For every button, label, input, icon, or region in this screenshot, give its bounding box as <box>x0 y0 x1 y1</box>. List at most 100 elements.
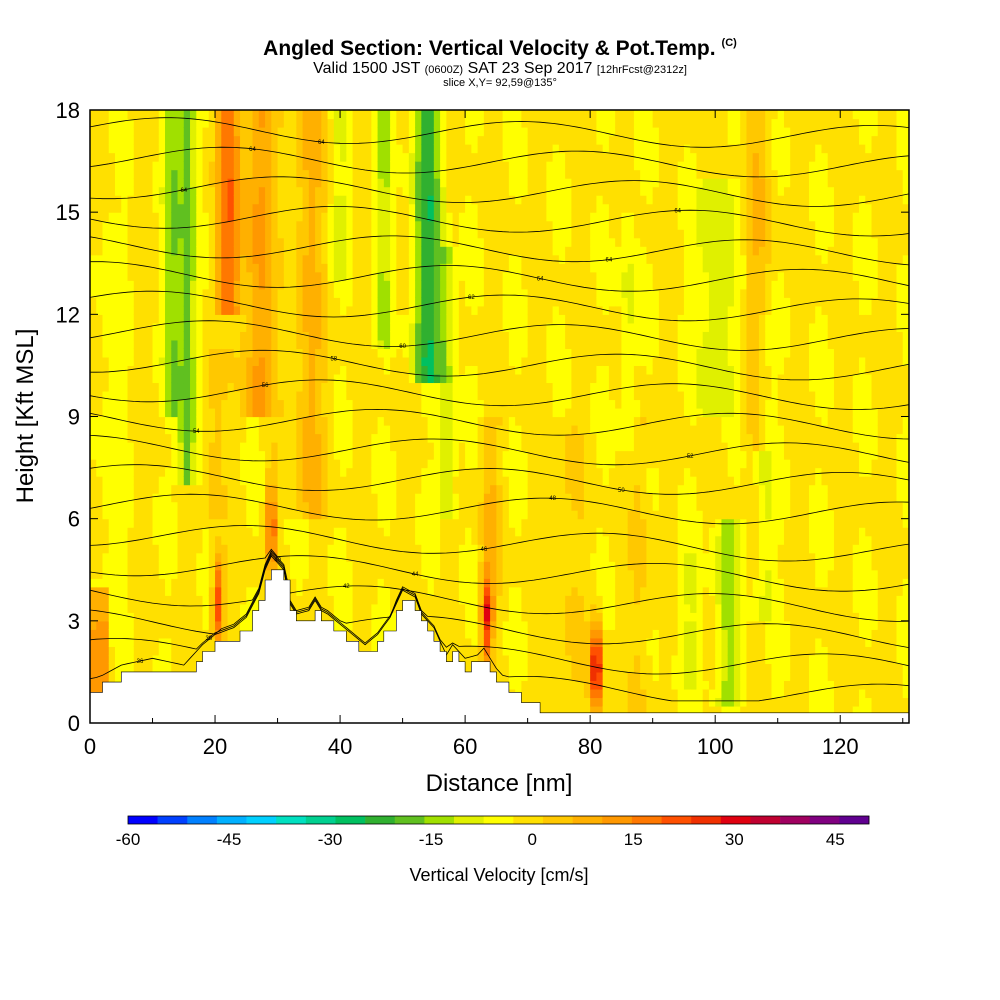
field-cell <box>277 399 285 409</box>
field-cell <box>165 161 172 171</box>
field-cell <box>396 305 404 315</box>
field-cell <box>452 229 460 239</box>
field-cell <box>102 246 110 256</box>
field-cell <box>183 237 191 247</box>
field-cell <box>315 229 322 239</box>
field-cell <box>321 305 329 315</box>
field-cell <box>140 561 147 571</box>
field-cell <box>452 535 460 545</box>
field-cell <box>233 620 241 630</box>
field-cell <box>102 442 110 452</box>
field-cell <box>515 569 522 579</box>
field-cell <box>340 569 347 579</box>
field-cell <box>365 629 372 639</box>
field-cell <box>471 178 479 188</box>
field-cell <box>183 518 191 528</box>
field-cell <box>377 280 385 290</box>
field-cell <box>408 127 416 137</box>
field-cell <box>127 212 135 222</box>
field-cell <box>215 186 222 196</box>
field-cell <box>196 476 204 486</box>
field-cell <box>496 322 504 332</box>
field-cell <box>208 544 216 554</box>
field-cell <box>521 612 529 622</box>
field-cell <box>115 450 122 460</box>
field-cell <box>465 144 472 154</box>
field-cell <box>171 518 179 528</box>
field-cell <box>102 237 110 247</box>
field-cell <box>221 467 229 477</box>
field-cell <box>183 195 191 205</box>
field-cell <box>471 569 479 579</box>
field-cell <box>340 595 347 605</box>
field-cell <box>152 169 160 179</box>
field-cell <box>340 203 347 213</box>
field-cell <box>315 390 322 401</box>
field-cell <box>383 322 391 332</box>
field-cell <box>308 271 316 281</box>
field-cell <box>471 476 479 486</box>
field-cell <box>471 382 479 392</box>
field-cell <box>465 237 472 247</box>
field-cell <box>358 356 366 367</box>
field-cell <box>352 127 360 137</box>
field-cell <box>246 297 254 307</box>
field-cell <box>408 484 416 494</box>
field-cell <box>402 373 410 384</box>
field-cell <box>365 569 372 579</box>
field-cell <box>346 493 354 503</box>
field-cell <box>271 169 279 179</box>
field-cell <box>508 263 516 273</box>
field-cell <box>496 629 504 639</box>
field-cell <box>421 305 429 315</box>
field-cell <box>490 637 497 647</box>
field-cell <box>302 152 310 162</box>
field-cell <box>515 399 522 409</box>
field-cell <box>496 314 504 324</box>
field-cell <box>508 152 516 162</box>
field-cell <box>502 612 510 622</box>
field-cell <box>146 263 154 273</box>
field-cell <box>115 467 122 477</box>
field-cell <box>308 373 316 384</box>
field-cell <box>471 305 479 315</box>
field-cell <box>346 501 354 511</box>
field-cell <box>321 169 329 179</box>
field-cell <box>358 467 366 477</box>
field-cell <box>121 178 129 188</box>
field-cell <box>171 348 179 358</box>
field-cell <box>421 450 429 460</box>
field-cell <box>421 229 429 239</box>
field-cell <box>433 620 441 630</box>
field-cell <box>277 254 285 264</box>
field-cell <box>102 561 110 571</box>
field-cell <box>415 518 422 528</box>
field-cell <box>258 356 266 367</box>
field-cell <box>90 246 97 256</box>
field-cell <box>408 493 416 503</box>
field-cell <box>308 603 316 613</box>
field-cell <box>358 127 366 137</box>
field-cell <box>140 297 147 307</box>
field-cell <box>415 246 422 256</box>
field-cell <box>496 118 504 128</box>
field-cell <box>271 220 279 230</box>
field-cell <box>452 476 460 486</box>
field-cell <box>165 178 172 188</box>
field-cell <box>308 586 316 596</box>
field-cell <box>233 220 241 230</box>
field-cell <box>396 220 404 230</box>
field-cell <box>515 510 522 520</box>
field-cell <box>440 646 447 656</box>
field-cell <box>202 135 210 145</box>
field-cell <box>127 510 135 520</box>
field-cell <box>408 416 416 426</box>
field-cell <box>315 169 322 179</box>
field-cell <box>227 135 235 145</box>
field-cell <box>415 578 422 588</box>
field-cell <box>327 544 335 554</box>
field-cell <box>165 646 172 656</box>
field-cell <box>183 399 191 409</box>
field-cell <box>302 127 310 137</box>
field-cell <box>96 297 104 307</box>
